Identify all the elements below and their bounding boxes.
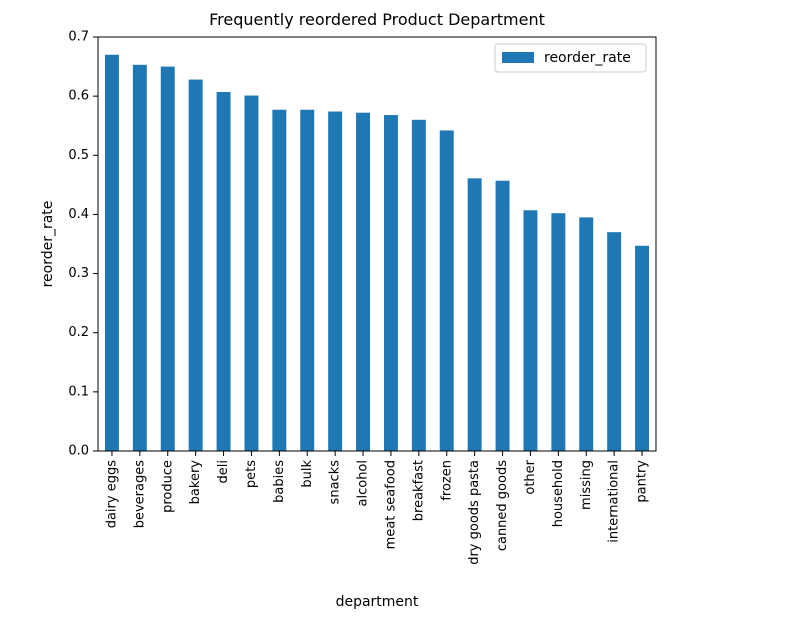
bar-babies	[272, 109, 287, 451]
legend: reorder_rate	[494, 43, 647, 73]
bar-frozen	[439, 130, 454, 451]
x-tick-label: household	[551, 460, 566, 527]
x-tick-label: frozen	[439, 460, 454, 501]
bar-other	[523, 210, 538, 451]
x-tick-label: deli	[216, 460, 231, 483]
bar-deli	[216, 92, 231, 451]
x-tick-label: other	[523, 459, 538, 494]
y-tick-label: 0.3	[68, 266, 89, 281]
x-tick-label: babies	[272, 460, 287, 503]
bar-pantry	[635, 245, 650, 451]
y-axis-ticks: 0.0 0.1 0.2 0.3 0.4 0.5 0.6 0.7	[68, 30, 98, 459]
x-tick-label: beverages	[132, 460, 147, 529]
y-tick-label: 0.5	[68, 148, 89, 163]
y-tick-label: 0.6	[68, 89, 89, 104]
bar-breakfast	[411, 119, 426, 452]
legend-label: reorder_rate	[544, 50, 631, 66]
legend-swatch	[502, 52, 534, 63]
bar-household	[551, 213, 566, 451]
x-tick-label: dairy eggs	[104, 460, 119, 529]
y-tick-label: 0.4	[68, 207, 89, 222]
bar-missing	[579, 217, 594, 451]
chart-title: Frequently reordered Product Department	[209, 10, 545, 29]
bar-dry-goods-pasta	[467, 178, 482, 451]
x-tick-label: dry goods pasta	[467, 460, 482, 565]
x-tick-label: pantry	[635, 460, 650, 503]
y-axis-label: reorder_rate	[40, 201, 56, 288]
bar-produce	[160, 66, 175, 451]
x-tick-label: produce	[160, 460, 175, 513]
bar-beverages	[132, 64, 147, 452]
x-tick-label: breakfast	[411, 460, 426, 521]
bar-meat-seafood	[383, 115, 398, 451]
bar-bulk	[300, 109, 315, 451]
bar-snacks	[328, 111, 343, 452]
x-axis-ticks: dairy eggs beverages produce bakery deli pets…	[104, 451, 650, 565]
bar-canned-goods	[495, 180, 510, 451]
x-tick-label: alcohol	[356, 460, 371, 506]
y-tick-label: 0.2	[68, 325, 89, 340]
x-tick-label: bakery	[188, 460, 203, 505]
x-axis-label: department	[336, 594, 419, 610]
x-tick-label: missing	[579, 460, 594, 510]
plot-frame	[97, 36, 657, 452]
x-tick-label: bulk	[300, 460, 315, 488]
legend-box	[494, 43, 647, 73]
x-tick-label: snacks	[328, 460, 343, 505]
bar-bakery	[188, 79, 203, 451]
y-tick-label: 0.1	[68, 384, 89, 399]
bars-group	[104, 54, 650, 452]
x-tick-label: pets	[244, 460, 259, 488]
y-tick-label: 0.0	[68, 444, 89, 459]
bar-alcohol	[356, 112, 371, 451]
bar-dairy-eggs	[104, 54, 119, 452]
x-tick-label: meat seafood	[383, 460, 398, 549]
x-tick-label: international	[607, 460, 622, 543]
y-tick-label: 0.7	[68, 30, 89, 45]
bar-pets	[244, 95, 259, 452]
bar-international	[607, 232, 622, 451]
x-tick-label: canned goods	[495, 460, 510, 551]
